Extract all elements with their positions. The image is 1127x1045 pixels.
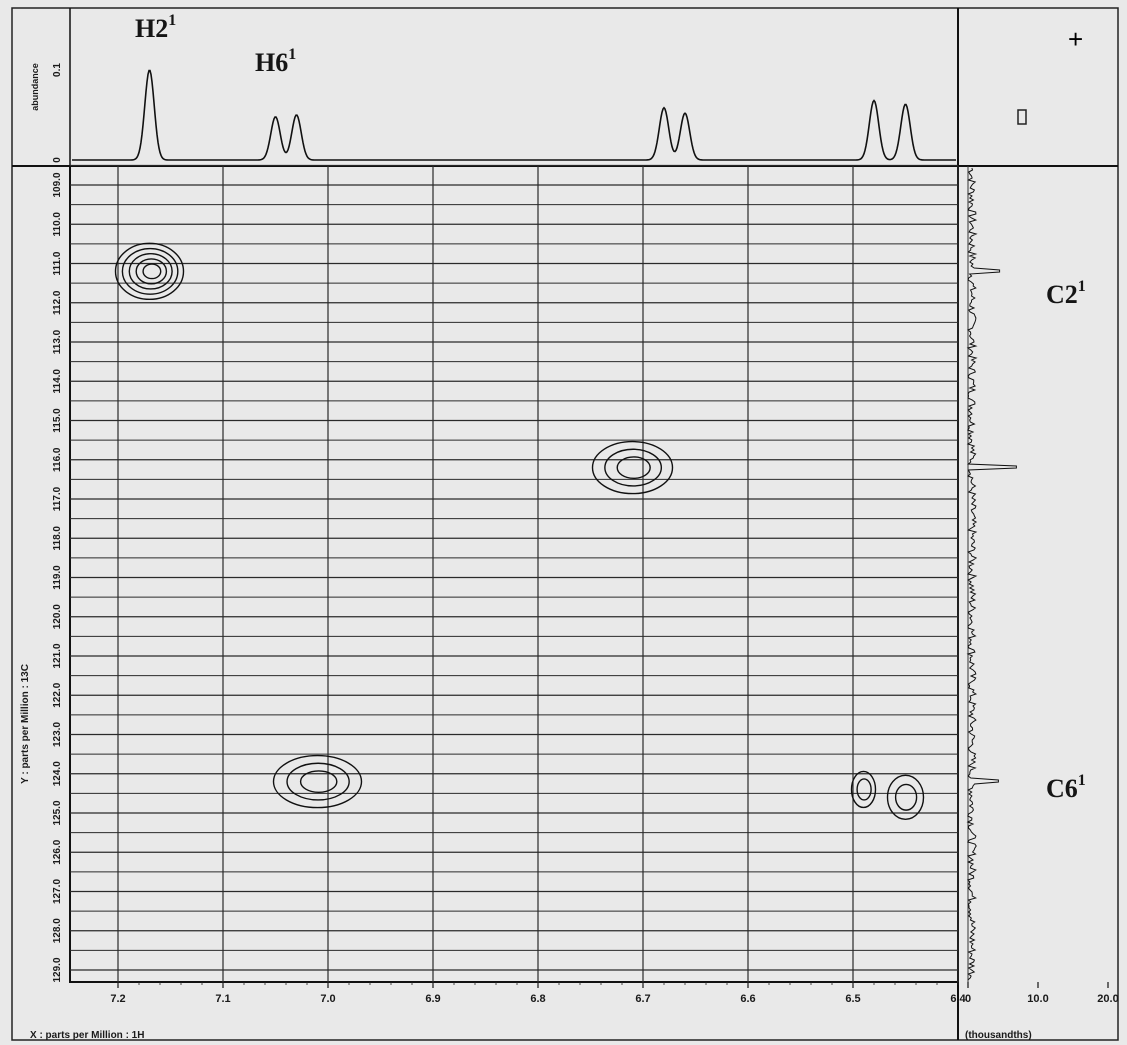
- y-tick-label: 116.0: [52, 447, 63, 472]
- y-tick-label: 115.0: [52, 408, 63, 433]
- contour-ring: [856, 778, 872, 801]
- cross-peak: [886, 774, 925, 820]
- annotation-c6: C61: [1046, 772, 1086, 803]
- y-tick-label: 119.0: [52, 565, 63, 590]
- y-tick-label: 118.0: [52, 526, 63, 551]
- side-projection-trace: [966, 167, 1017, 981]
- contour-ring: [272, 754, 363, 809]
- contour-ring: [142, 263, 162, 280]
- annotation-h2: H21: [135, 12, 177, 43]
- y-tick-label: 110.0: [52, 212, 63, 237]
- y-tick-label: 112.0: [52, 290, 63, 315]
- outer-frame: [11, 7, 1119, 1041]
- cross-peak: [114, 242, 185, 301]
- y-tick-label: 114.0: [52, 369, 63, 394]
- x-tick-label: 7.2: [110, 993, 125, 1005]
- contour-ring: [591, 440, 674, 495]
- x-tick-label: 6.9: [425, 993, 440, 1005]
- top-axis-title: abundance: [30, 63, 40, 111]
- y-tick-label: 113.0: [52, 329, 63, 354]
- contour-ring: [894, 783, 918, 811]
- side-tick-label: 20.0: [1097, 993, 1118, 1005]
- contour-ring: [850, 770, 877, 809]
- side-tick-label: 0: [965, 993, 971, 1005]
- contour-ring: [286, 762, 350, 801]
- x-tick-label: 7.1: [215, 993, 230, 1005]
- plus-icon: +: [1068, 24, 1083, 54]
- x-axis-title: X : parts per Million : 1H: [30, 1030, 144, 1041]
- y-tick-label: 127.0: [52, 879, 63, 904]
- y-tick-label: 117.0: [52, 486, 63, 511]
- contour-ring: [886, 774, 925, 820]
- y-tick-label: 126.0: [52, 839, 63, 864]
- contour-ring: [121, 247, 179, 295]
- side-axis-title: (thousandths): [965, 1030, 1032, 1041]
- x-tick-label: 7.0: [320, 993, 335, 1005]
- cross-peak: [850, 770, 877, 809]
- x-tick-label: 6.5: [845, 993, 860, 1005]
- x-tick-label: 6.6: [740, 993, 755, 1005]
- contour-ring: [604, 448, 663, 487]
- y-tick-label: 122.0: [52, 682, 63, 707]
- y-tick-label: 125.0: [52, 800, 63, 825]
- y-tick-label: 120.0: [52, 604, 63, 629]
- cross-peak: [591, 440, 674, 495]
- annotation-c2: C21: [1046, 278, 1086, 309]
- contour-ring: [135, 258, 168, 285]
- x-tick-label: 6.8: [530, 993, 545, 1005]
- cross-peak: [272, 754, 363, 809]
- x-tick-label: 6.4: [950, 993, 966, 1005]
- y-tick-label: 124.0: [52, 761, 63, 786]
- y-tick-label: 111.0: [52, 251, 63, 275]
- y-tick-label: 109.0: [52, 172, 63, 197]
- top-projection-trace: [72, 69, 956, 161]
- y-axis-title: Y : parts per Million : 13C: [20, 664, 31, 784]
- top-tick-label: 0: [52, 157, 63, 163]
- contour-ring: [616, 456, 651, 480]
- top-tick-label: 0.1: [52, 63, 63, 77]
- annotation-h6: H61: [255, 46, 297, 77]
- contour-ring: [299, 770, 338, 794]
- contour-ring: [114, 242, 185, 301]
- y-tick-label: 123.0: [52, 722, 63, 747]
- side-tick-label: 10.0: [1027, 993, 1048, 1005]
- y-tick-label: 121.0: [52, 643, 63, 668]
- box-icon: [1017, 109, 1027, 125]
- contour-ring: [128, 253, 173, 290]
- x-tick-label: 6.7: [635, 993, 650, 1005]
- y-tick-label: 129.0: [52, 957, 63, 982]
- y-tick-label: 128.0: [52, 918, 63, 943]
